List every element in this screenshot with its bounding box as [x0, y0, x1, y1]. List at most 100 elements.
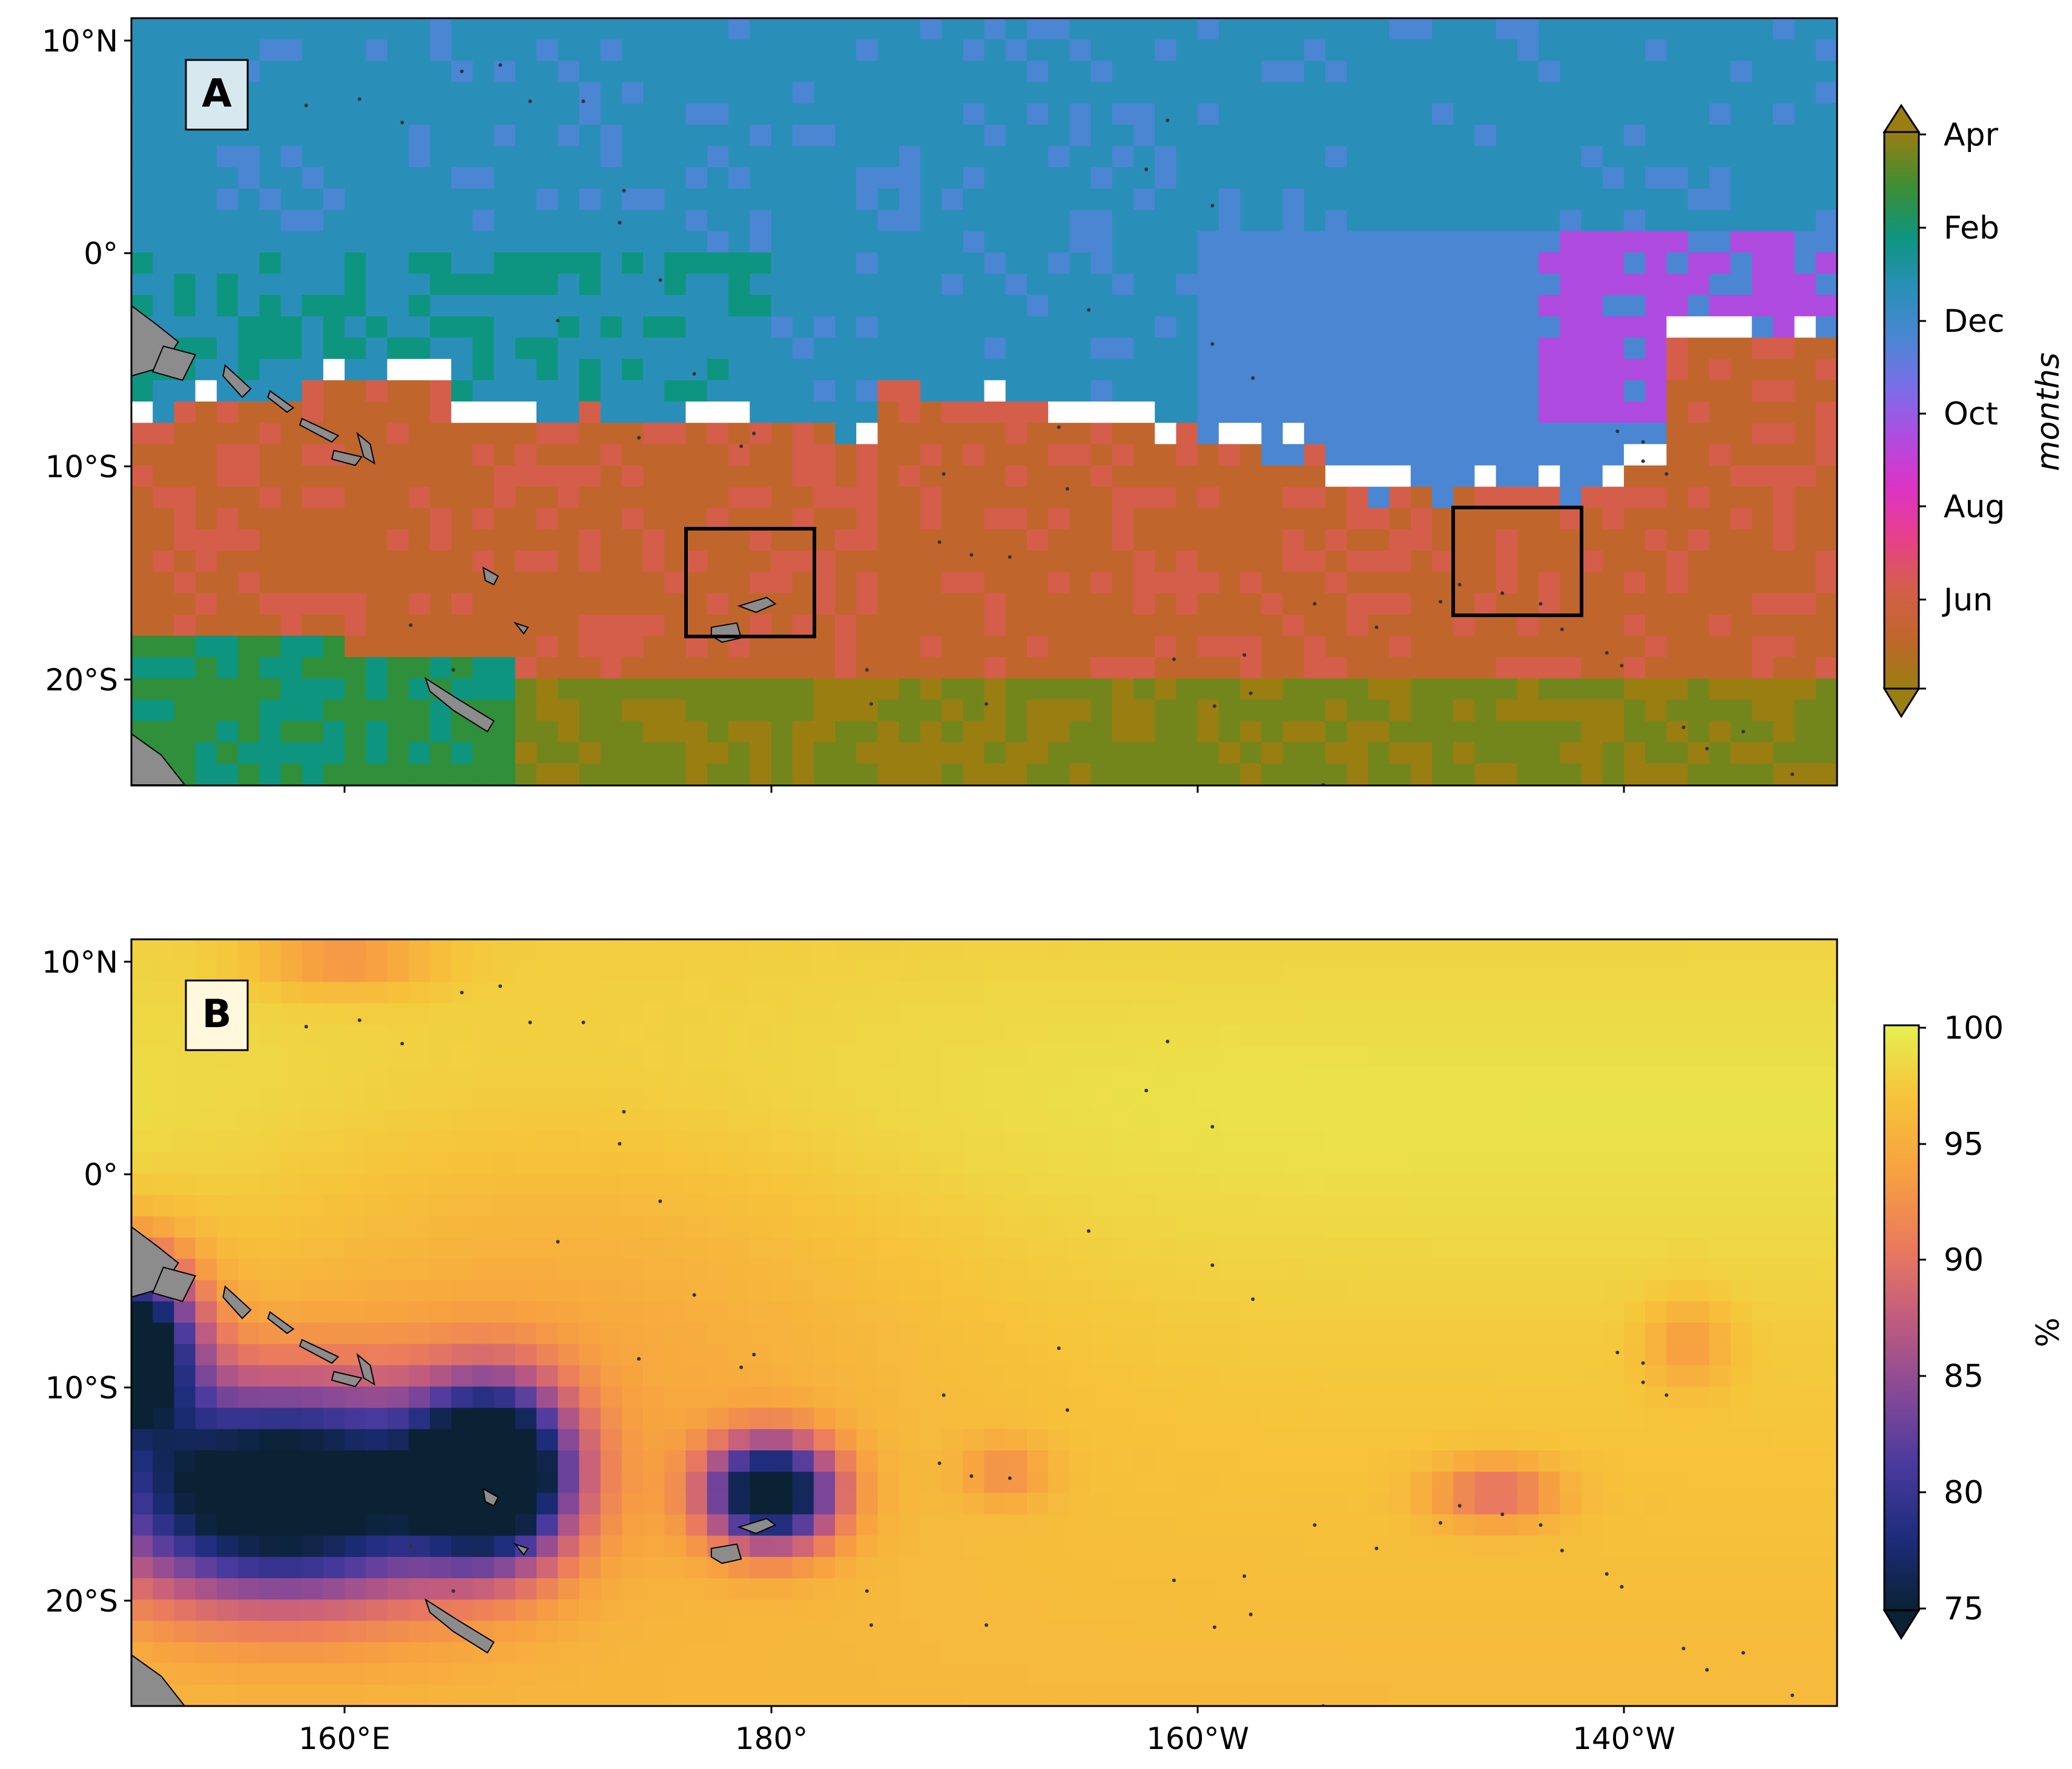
percent-cell: [366, 1088, 388, 1110]
month-cell: [323, 103, 345, 125]
percent-cell: [707, 1407, 729, 1430]
month-cell: [1730, 103, 1752, 125]
month-cell: [1155, 699, 1176, 722]
percent-cell: [792, 1003, 814, 1025]
month-cell: [451, 657, 473, 679]
percent-cell: [1645, 961, 1667, 982]
month-cell: [1026, 529, 1049, 551]
percent-cell: [1752, 961, 1773, 982]
percent-cell: [643, 1195, 665, 1217]
month-cell: [1432, 763, 1454, 785]
month-cell: [1666, 103, 1689, 125]
month-cell: [1730, 124, 1752, 147]
percent-cell: [1730, 1067, 1752, 1089]
month-cell: [1261, 742, 1284, 764]
percent-cell: [280, 961, 303, 982]
percent-cell: [1496, 1195, 1518, 1217]
percent-cell: [558, 1195, 580, 1217]
percent-cell: [387, 1195, 409, 1217]
percent-cell: [1474, 1280, 1497, 1302]
percent-cell: [1474, 1450, 1497, 1472]
percent-cell: [174, 1429, 196, 1451]
month-cell: [1794, 529, 1816, 551]
month-cell: [536, 465, 558, 488]
percent-cell: [1005, 1045, 1028, 1068]
percent-cell: [1176, 1109, 1198, 1132]
percent-cell: [451, 1109, 473, 1132]
percent-cell: [835, 1323, 857, 1344]
month-cell: [600, 231, 622, 253]
percent-cell: [920, 961, 942, 982]
month-cell: [280, 39, 303, 61]
month-cell: [195, 721, 217, 743]
month-cell: [1069, 593, 1092, 615]
month-cell: [493, 380, 516, 402]
month-cell: [984, 635, 1006, 658]
percent-cell: [387, 1045, 409, 1068]
month-cell: [1815, 39, 1837, 61]
month-cell: [1090, 231, 1113, 253]
percent-cell: [963, 1280, 985, 1302]
percent-cell: [621, 1280, 644, 1302]
month-cell: [707, 124, 729, 147]
month-cell: [1815, 188, 1837, 211]
month-cell: [600, 678, 622, 700]
percent-cell: [1005, 1173, 1028, 1195]
month-cell: [558, 167, 580, 189]
percent-cell: [1304, 1216, 1326, 1238]
month-cell: [1026, 231, 1049, 253]
month-cell: [1560, 295, 1582, 317]
month-cell: [1602, 82, 1625, 104]
month-cell: [1517, 210, 1539, 232]
month-cell: [558, 508, 580, 530]
month-cell: [643, 18, 665, 40]
month-cell: [1560, 486, 1582, 509]
month-cell: [408, 188, 431, 211]
percent-cell: [899, 1216, 921, 1238]
month-cell: [345, 167, 366, 189]
percent-cell: [302, 1067, 324, 1089]
month-cell: [664, 124, 687, 147]
month-cell: [1539, 167, 1560, 189]
percent-cell: [536, 1407, 558, 1430]
percent-cell: [1368, 1152, 1390, 1174]
month-cell: [1048, 593, 1070, 615]
percent-cell: [153, 1301, 174, 1323]
percent-cell: [1517, 1131, 1539, 1153]
month-cell: [472, 657, 495, 679]
month-cell: [1815, 593, 1837, 615]
month-cell: [1410, 486, 1433, 509]
month-cell: [558, 18, 580, 40]
month-cell: [323, 635, 345, 658]
month-cell: [1112, 402, 1134, 423]
month-cell: [1240, 423, 1262, 445]
percent-cell: [813, 1045, 836, 1068]
month-cell: [1496, 39, 1518, 61]
month-cell: [1602, 529, 1625, 551]
percent-cell: [750, 1301, 771, 1323]
month-cell: [1240, 614, 1262, 637]
percent-cell: [1666, 1280, 1689, 1302]
percent-cell: [345, 1280, 366, 1302]
percent-cell: [984, 1365, 1006, 1387]
percent-cell: [472, 1323, 495, 1344]
month-cell: [451, 635, 473, 658]
percent-cell: [600, 1131, 622, 1153]
percent-cell: [366, 1024, 388, 1047]
percent-cell: [1688, 1088, 1710, 1110]
month-cell: [1304, 274, 1326, 296]
month-cell: [771, 167, 793, 189]
percent-cell: [792, 1450, 814, 1472]
month-cell: [1325, 103, 1347, 125]
island-dot: [498, 63, 503, 67]
month-cell: [408, 274, 431, 296]
percent-cell: [835, 1109, 857, 1132]
month-cell: [323, 274, 345, 296]
percent-cell: [131, 1067, 153, 1089]
percent-cell: [707, 1067, 729, 1089]
percent-cell: [750, 1429, 771, 1451]
percent-cell: [1005, 1152, 1028, 1174]
month-cell: [1794, 231, 1816, 253]
month-cell: [984, 316, 1006, 339]
month-cell: [216, 337, 239, 360]
